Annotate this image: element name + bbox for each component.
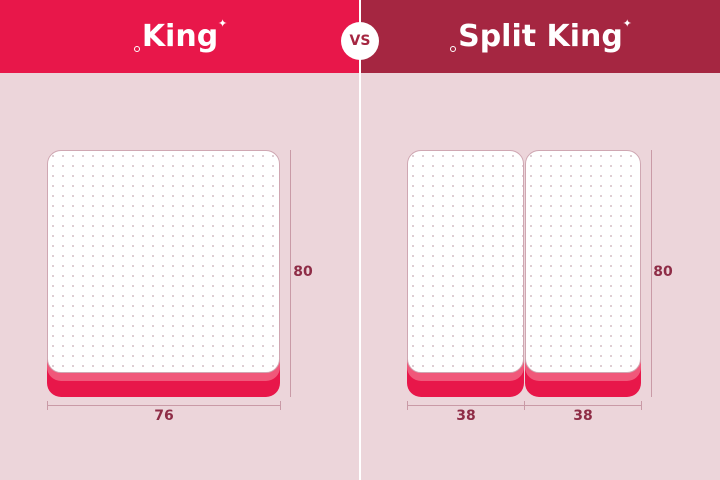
split-king-header: Split King ✦ xyxy=(361,0,720,73)
split-king-length-label: 80 xyxy=(653,264,673,280)
king-header: King ✦ xyxy=(0,0,360,73)
king-length-dimension-line xyxy=(290,150,291,397)
split-king-mattress-right xyxy=(525,150,641,397)
king-width-dimension-line xyxy=(47,405,280,406)
vs-badge: VS xyxy=(341,22,379,60)
circle-decoration-icon xyxy=(133,46,140,52)
split-king-width-label-right: 38 xyxy=(573,408,593,424)
split-king-mattress-left xyxy=(407,150,524,397)
sparkle-icon: ✦ xyxy=(217,17,228,30)
king-length-label: 80 xyxy=(293,264,313,280)
king-title: King xyxy=(141,19,219,54)
circle-decoration-icon xyxy=(450,46,457,52)
sparkle-icon: ✦ xyxy=(622,17,632,30)
center-divider xyxy=(359,0,361,480)
split-king-length-dimension-line xyxy=(651,150,652,397)
split-king-title: Split King xyxy=(458,19,623,54)
split-king-width-label-left: 38 xyxy=(456,408,476,424)
king-width-label: 76 xyxy=(154,408,174,424)
king-mattress xyxy=(47,150,280,397)
